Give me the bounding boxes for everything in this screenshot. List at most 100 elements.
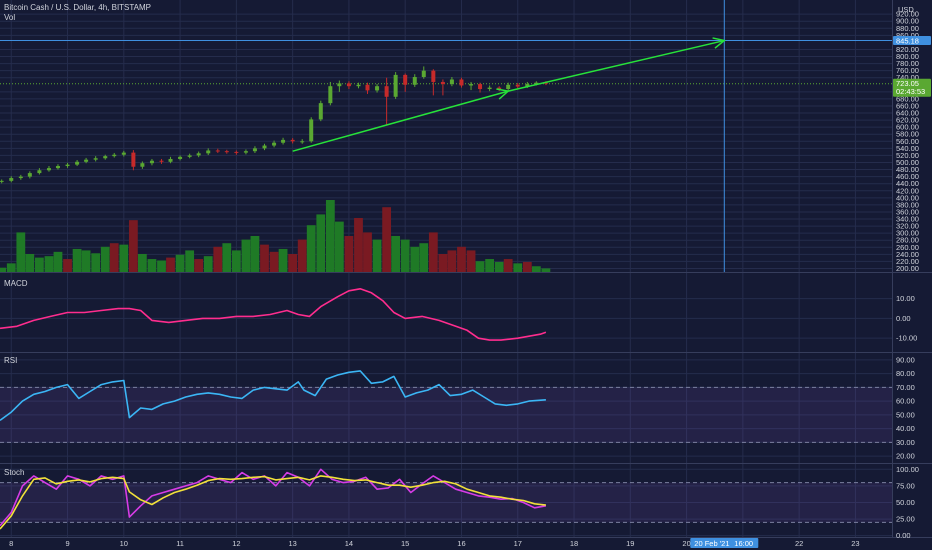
volume-bar bbox=[25, 254, 35, 272]
price-axis-tick: 220.00 bbox=[896, 257, 919, 266]
price-axis-tick: 800.00 bbox=[896, 52, 919, 61]
crosshair-date: 20 Feb '21 bbox=[694, 539, 729, 548]
volume-bar bbox=[419, 243, 429, 272]
price-axis-tick: 880.00 bbox=[896, 24, 919, 33]
volume-bar bbox=[231, 250, 241, 272]
price-axis-tick: 740.00 bbox=[896, 73, 919, 82]
price-axis-tick: 200.00 bbox=[896, 264, 919, 273]
volume-bar bbox=[6, 263, 16, 272]
volume-bar bbox=[63, 259, 72, 272]
price-axis-tick: 340.00 bbox=[896, 215, 919, 224]
candle-body bbox=[187, 155, 192, 157]
volume-bar bbox=[438, 254, 448, 272]
trend-arrow-head bbox=[712, 37, 726, 49]
price-axis-tick: 920.00 bbox=[896, 10, 919, 19]
volume-bar bbox=[372, 239, 382, 272]
candle-body bbox=[93, 158, 98, 160]
stoch-axis-tick: 50.00 bbox=[896, 498, 915, 507]
price-axis-tick: 320.00 bbox=[896, 222, 919, 231]
volume-bar bbox=[250, 236, 260, 272]
crosshair-date-badge-bg bbox=[690, 538, 759, 548]
stoch-axis-tick: 100.00 bbox=[896, 465, 919, 474]
candle-body bbox=[252, 148, 257, 152]
candle-body bbox=[18, 176, 23, 179]
volume-bar bbox=[334, 221, 344, 272]
volume-bar bbox=[100, 246, 110, 272]
x-axis-tick: 17 bbox=[514, 539, 522, 548]
x-axis-tick: 11 bbox=[176, 539, 184, 548]
candle-body bbox=[140, 163, 145, 167]
price-axis-tick: 460.00 bbox=[896, 172, 919, 181]
candle-body bbox=[243, 151, 248, 153]
crosshair-price-badge-bg bbox=[893, 36, 931, 46]
candle-body bbox=[168, 158, 173, 162]
candle-body bbox=[272, 142, 277, 146]
countdown-badge: 02:43:53 bbox=[896, 87, 925, 96]
volume-bar bbox=[325, 200, 335, 272]
candle-body bbox=[65, 164, 70, 167]
candle-body bbox=[375, 86, 380, 91]
candle-body bbox=[103, 156, 108, 159]
volume-bar bbox=[428, 232, 438, 272]
volume-bar bbox=[541, 268, 551, 272]
volume-bar bbox=[241, 239, 251, 272]
candle-body bbox=[234, 151, 239, 153]
volume-bar bbox=[81, 250, 91, 272]
volume-label: Vol bbox=[4, 13, 16, 22]
price-axis-tick: 860.00 bbox=[896, 31, 919, 40]
stoch-axis-tick: 75.00 bbox=[896, 481, 915, 490]
volume-bar bbox=[522, 261, 532, 272]
candle-body bbox=[149, 160, 154, 164]
volume-bar bbox=[513, 263, 523, 272]
volume-bar bbox=[494, 261, 504, 272]
candle-body bbox=[281, 139, 286, 143]
x-axis-tick: 10 bbox=[120, 539, 128, 548]
volume-bar bbox=[185, 250, 195, 272]
stoch-k-line bbox=[0, 468, 547, 527]
candle-body bbox=[159, 160, 164, 162]
volume-bar bbox=[288, 254, 298, 272]
candle-body bbox=[0, 180, 4, 182]
price-axis-tick: 580.00 bbox=[896, 130, 919, 139]
price-axis-tick: 560.00 bbox=[896, 137, 919, 146]
candle-body bbox=[497, 87, 502, 90]
candle-body bbox=[215, 150, 220, 152]
macd-axis-tick: 10.00 bbox=[896, 294, 915, 303]
price-axis-tick: 900.00 bbox=[896, 17, 919, 26]
volume-bar bbox=[194, 259, 204, 272]
candle-body bbox=[46, 168, 51, 171]
x-axis-tick: 23 bbox=[851, 539, 859, 548]
price-axis-tick: 760.00 bbox=[896, 66, 919, 75]
x-axis-tick: 19 bbox=[626, 539, 634, 548]
volume-bar bbox=[0, 267, 7, 272]
volume-bar bbox=[44, 256, 54, 272]
x-axis-tick: 18 bbox=[570, 539, 578, 548]
volume-bar bbox=[109, 243, 119, 272]
candle-body bbox=[403, 74, 408, 85]
x-axis-tick: 16 bbox=[457, 539, 465, 548]
rsi-axis-tick: 40.00 bbox=[896, 424, 915, 433]
macd-axis-tick: -10.00 bbox=[896, 334, 917, 343]
stoch-title: Stoch bbox=[4, 468, 25, 477]
candle-body bbox=[206, 150, 211, 154]
volume-bar bbox=[175, 254, 185, 272]
volume-bar bbox=[531, 266, 541, 272]
macd-line bbox=[0, 287, 547, 341]
volume-bar bbox=[35, 257, 44, 272]
volume-bar bbox=[410, 246, 420, 272]
candle-body bbox=[131, 152, 136, 167]
candle-body bbox=[224, 151, 229, 153]
price-axis-tick: 440.00 bbox=[896, 179, 919, 188]
price-axis-tick: 480.00 bbox=[896, 165, 919, 174]
volume-bar bbox=[457, 246, 466, 272]
price-axis-tick: 600.00 bbox=[896, 123, 919, 132]
volume-bar bbox=[53, 251, 63, 272]
volume-bar bbox=[72, 248, 82, 272]
candle-body bbox=[469, 84, 474, 86]
rsi-axis-tick: 60.00 bbox=[896, 397, 915, 406]
price-axis-tick: 540.00 bbox=[896, 144, 919, 153]
volume-bar bbox=[157, 260, 166, 272]
